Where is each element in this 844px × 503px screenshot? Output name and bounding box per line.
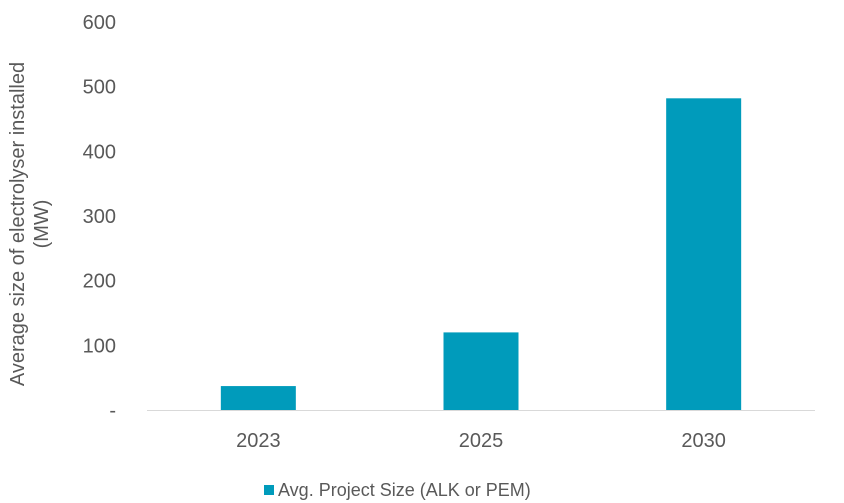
x-tick-label: 2023 xyxy=(236,430,281,452)
bar-2025 xyxy=(443,332,519,410)
y-tick-label: 100 xyxy=(83,335,116,357)
x-tick-label: 2025 xyxy=(459,430,504,452)
x-axis-tick-labels: 2023 2025 2030 xyxy=(236,430,726,452)
x-tick-label: 2030 xyxy=(681,430,726,452)
y-tick-label: 500 xyxy=(83,77,116,99)
bars xyxy=(220,98,742,410)
y-tick-label: 600 xyxy=(83,12,116,34)
legend-swatch xyxy=(264,485,274,495)
y-axis-title-line-1: Average size of electrolyser installed xyxy=(7,62,29,386)
y-tick-label: 300 xyxy=(83,206,116,228)
bar-2030 xyxy=(666,98,742,410)
y-axis-tick-labels: - 100 200 300 400 500 600 xyxy=(83,12,116,422)
y-tick-label: - xyxy=(109,400,116,422)
y-tick-label: 200 xyxy=(83,271,116,293)
y-axis-title-line-2: (MW) xyxy=(31,200,53,249)
y-axis-title: Average size of electrolyser installed (… xyxy=(7,62,53,386)
legend: Avg. Project Size (ALK or PEM) xyxy=(264,480,531,500)
y-tick-label: 400 xyxy=(83,141,116,163)
bar-2023 xyxy=(220,386,296,410)
legend-label: Avg. Project Size (ALK or PEM) xyxy=(278,480,531,500)
